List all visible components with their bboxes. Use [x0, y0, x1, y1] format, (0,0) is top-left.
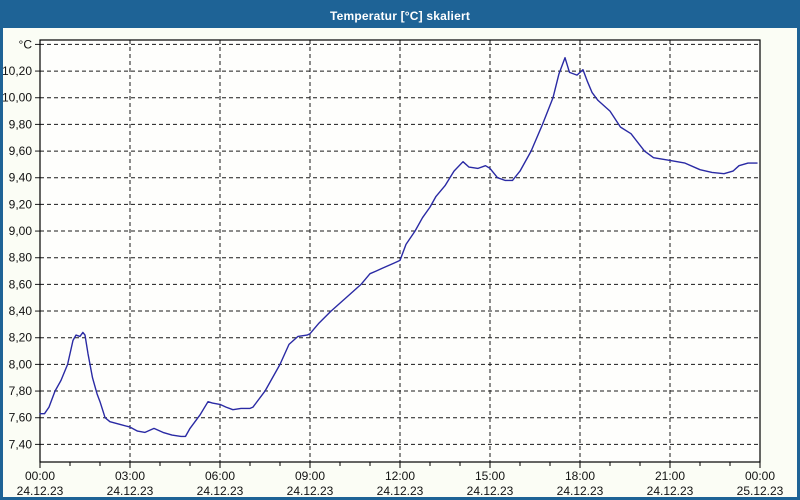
y-tick-label: 9,00: [9, 224, 33, 238]
x-tick-date: 24.12.23: [107, 484, 154, 497]
x-axis-labels: 00:0024.12.2303:0024.12.2306:0024.12.230…: [17, 469, 784, 497]
x-tick-time: 09:00: [295, 469, 325, 483]
x-tick-date: 25.12.23: [737, 484, 784, 497]
y-tick-label: 7,60: [9, 411, 33, 425]
y-tick-label: 10,00: [3, 91, 32, 105]
x-tick-date: 24.12.23: [17, 484, 64, 497]
x-tick-date: 24.12.23: [647, 484, 694, 497]
y-tick-label: 7,40: [9, 437, 33, 451]
x-tick-date: 24.12.23: [287, 484, 334, 497]
x-tick-date: 24.12.23: [557, 484, 604, 497]
y-tick-label: 8,60: [9, 277, 33, 291]
x-tick-time: 00:00: [745, 469, 775, 483]
y-tick-label: 9,40: [9, 171, 33, 185]
x-tick-time: 06:00: [205, 469, 235, 483]
chart-title: Temperatur [°C] skaliert: [329, 8, 471, 23]
x-tick-time: 18:00: [565, 469, 595, 483]
x-tick-date: 24.12.23: [467, 484, 514, 497]
y-tick-label: 10,20: [3, 64, 32, 78]
x-tick-time: 00:00: [25, 469, 55, 483]
y-axis-unit-label: °C: [19, 37, 33, 51]
y-tick-label: 8,40: [9, 304, 33, 318]
y-axis-labels: 7,40 7,60 7,80 8,00 8,20 8,40 8,60 8,80 9,00 9,20…: [3, 37, 32, 451]
x-tick-date: 24.12.23: [197, 484, 244, 497]
grid-lines: [35, 40, 760, 462]
y-tick-label: 9,20: [9, 197, 33, 211]
x-axis-ticks: [39, 462, 761, 468]
temperature-line-chart: 7,40 7,60 7,80 8,00 8,20 8,40 8,60 8,80 9,00 9,20…: [3, 37, 784, 497]
y-tick-label: 9,80: [9, 117, 33, 131]
y-tick-label: 8,00: [9, 357, 33, 371]
x-tick-time: 21:00: [655, 469, 685, 483]
y-tick-label: 8,20: [9, 331, 33, 345]
temperature-series-line: [39, 57, 758, 438]
y-tick-label: 9,60: [9, 144, 33, 158]
x-tick-time: 12:00: [385, 469, 415, 483]
y-tick-label: 7,80: [9, 384, 33, 398]
x-tick-time: 03:00: [115, 469, 145, 483]
x-tick-date: 24.12.23: [377, 484, 424, 497]
x-tick-time: 15:00: [475, 469, 505, 483]
title-bar: Temperatur [°C] skaliert: [3, 3, 797, 28]
y-tick-label: 8,80: [9, 251, 33, 265]
